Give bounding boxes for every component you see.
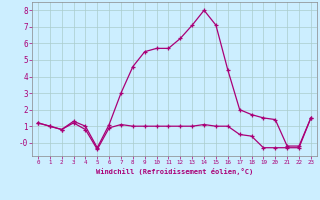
X-axis label: Windchill (Refroidissement éolien,°C): Windchill (Refroidissement éolien,°C) <box>96 168 253 175</box>
